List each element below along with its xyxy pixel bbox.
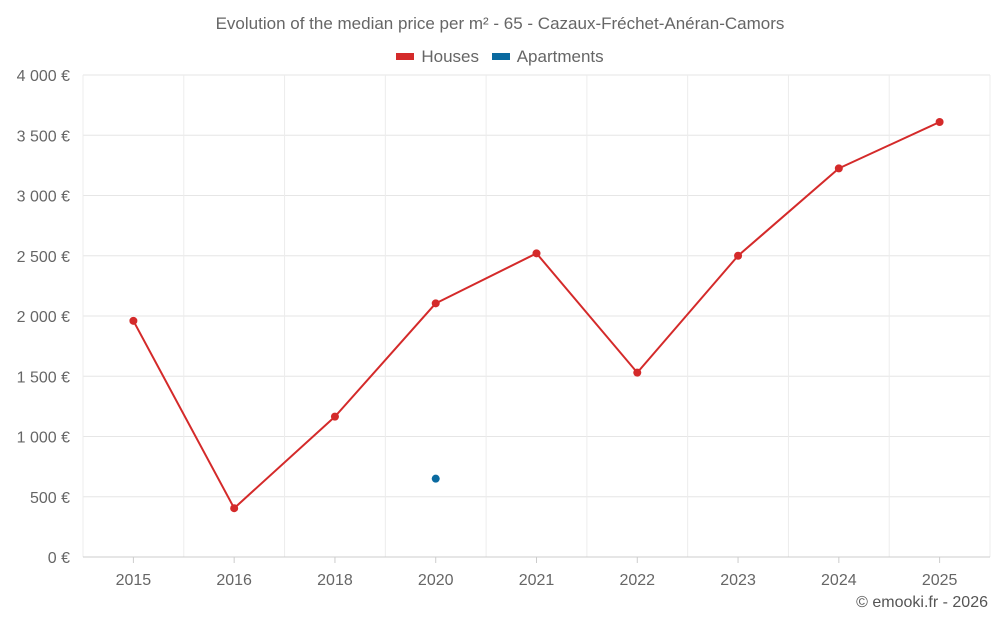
x-tick-label: 2016 [216,572,252,589]
y-tick-label: 2 000 € [17,309,70,326]
y-tick-label: 2 500 € [17,249,70,266]
x-tick-label: 2022 [619,572,655,589]
data-point-houses [935,117,944,126]
legend: Houses Apartments [0,45,1000,67]
y-tick-label: 500 € [30,490,70,507]
x-tick-label: 2023 [720,572,756,589]
y-tick-label: 1 500 € [17,369,70,386]
data-point-houses [532,249,541,258]
series-line-houses [132,121,941,510]
legend-label-houses: Houses [421,46,479,66]
y-tick-label: 3 500 € [17,128,70,145]
data-point-houses [330,412,339,421]
chart-title: Evolution of the median price per m² - 6… [215,14,785,33]
data-point-houses [633,368,642,377]
data-point-houses [230,504,239,513]
x-tick-label: 2020 [418,572,454,589]
x-tick-label: 2024 [821,572,857,589]
x-tick-label: 2015 [116,572,152,589]
x-tick-label: 2018 [317,572,353,589]
data-point-apartments [431,474,440,483]
legend-label-apartments: Apartments [516,46,604,66]
legend-swatch-houses [396,53,415,60]
credit-text: © emooki.fr - 2026 [856,594,988,611]
x-tick-label: 2025 [922,572,958,589]
y-tick-label: 3 000 € [17,189,70,206]
data-point-houses [431,299,440,308]
legend-item-houses[interactable]: Houses [396,47,479,67]
y-tick-label: 0 € [48,550,70,567]
data-point-houses [129,316,138,325]
legend-swatch-apartments [491,53,510,60]
data-point-houses [734,251,743,260]
x-tick-label: 2021 [519,572,555,589]
data-point-houses [834,164,843,173]
legend-item-apartments[interactable]: Apartments [491,46,604,67]
y-tick-label: 1 000 € [17,430,70,447]
y-tick-label: 4 000 € [17,68,70,85]
